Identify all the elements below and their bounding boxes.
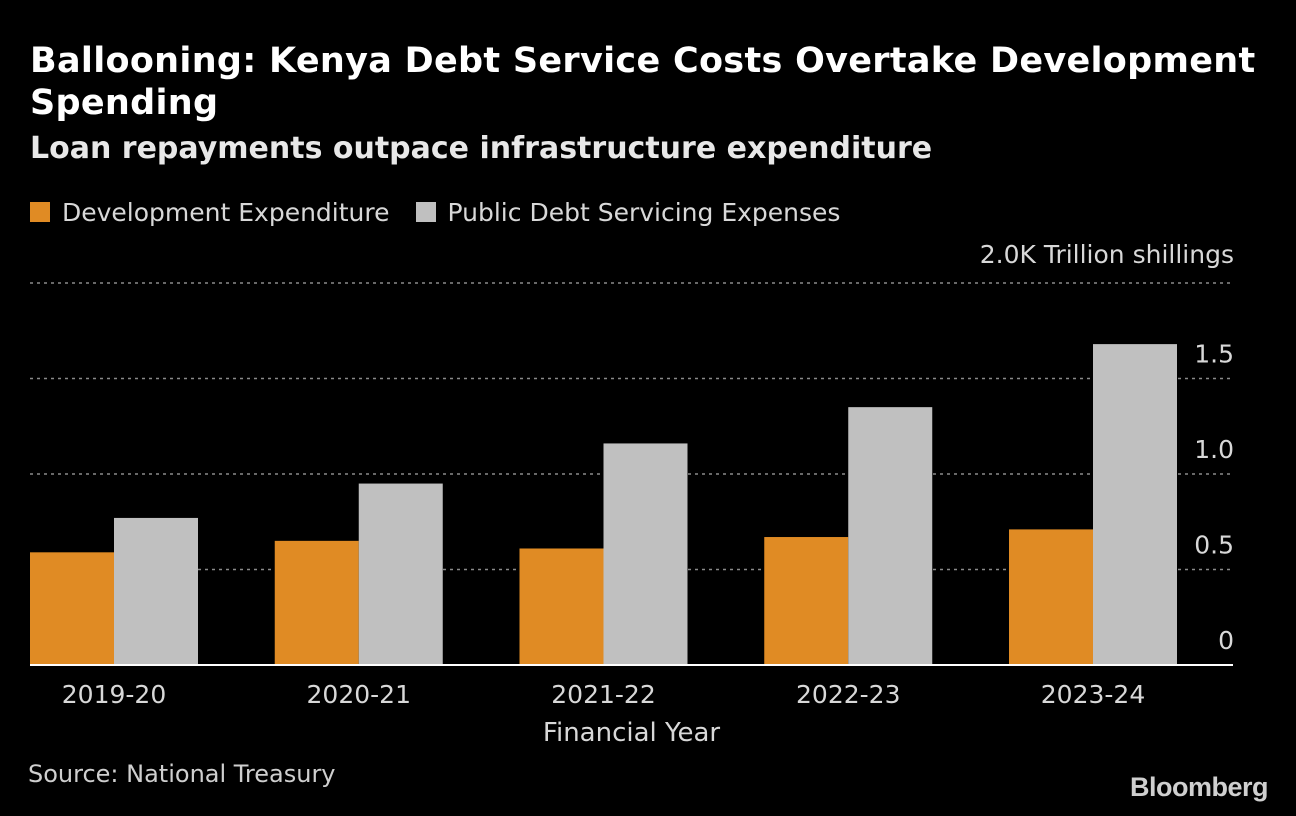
x-tick-label-2023-24: 2023-24: [1041, 680, 1145, 709]
chart-title: Ballooning: Kenya Debt Service Costs Ove…: [30, 41, 1256, 123]
bar-development-2020-21: [274, 540, 359, 665]
bar-development-2023-24: [1009, 529, 1093, 665]
bar-debt-2020-21: [358, 483, 443, 665]
legend-item-debt: Public Debt Servicing Expenses: [415, 197, 841, 227]
bar-debt-2022-23: [848, 407, 933, 665]
x-axis-title: Financial Year: [543, 718, 720, 748]
legend-swatch-debt: [415, 202, 436, 222]
x-tick-label-2020-21: 2020-21: [307, 680, 411, 709]
y-tick-label-3: 1.5: [1194, 340, 1234, 369]
bar-debt-2023-24: [1093, 344, 1177, 665]
legend: Development Expenditure Public Debt Serv…: [30, 194, 866, 230]
y-axis-unit-label: 2.0K Trillion shillings: [980, 240, 1234, 269]
x-tick-label-2019-20: 2019-20: [62, 680, 166, 709]
legend-item-development: Development Expenditure: [30, 198, 390, 227]
y-tick-label-0: 0: [1218, 626, 1234, 655]
x-tick-label-2021-22: 2021-22: [551, 680, 655, 709]
bloomberg-logo: Bloomberg: [1129, 772, 1269, 802]
bar-development-2021-22: [519, 548, 604, 665]
legend-label-development: Development Expenditure: [62, 197, 390, 227]
x-tick-label-2022-23: 2022-23: [796, 680, 900, 709]
y-tick-label-1: 0.5: [1194, 531, 1234, 560]
bar-development-2019-20: [30, 552, 114, 665]
source-note: Source: National Treasury: [28, 760, 336, 788]
legend-swatch-development: [30, 202, 50, 222]
bar-debt-2019-20: [114, 517, 198, 665]
bar-development-2022-23: [764, 537, 849, 665]
chart-subtitle: Loan repayments outpace infrastructure e…: [30, 131, 933, 166]
legend-label-debt: Public Debt Servicing Expenses: [447, 197, 841, 227]
y-tick-label-2: 1.0: [1194, 435, 1234, 464]
bar-debt-2021-22: [603, 443, 688, 665]
